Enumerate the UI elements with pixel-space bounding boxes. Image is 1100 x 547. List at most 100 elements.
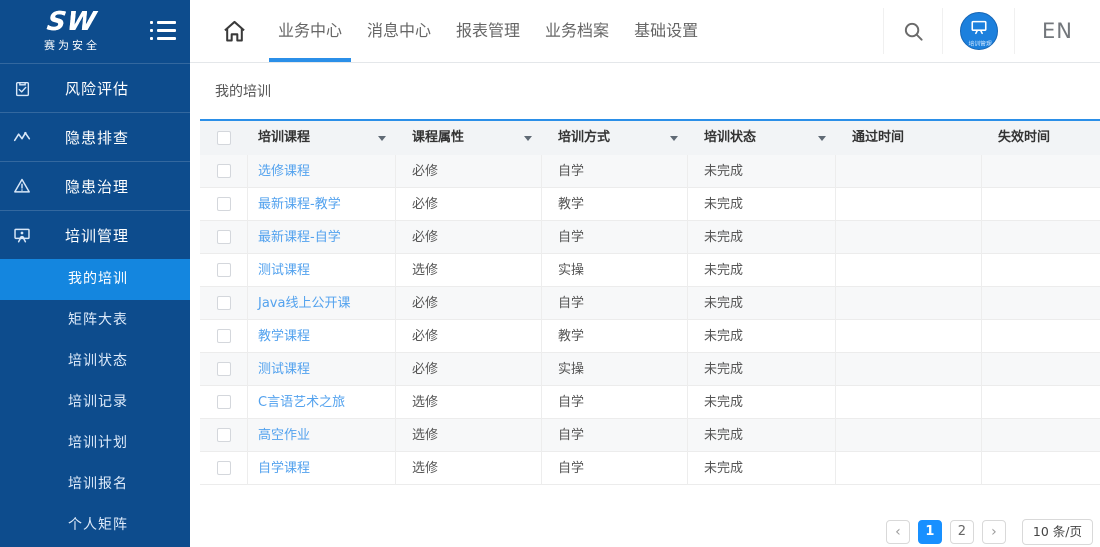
sidebar-subitem-training-status[interactable]: 培训状态 (68, 353, 128, 369)
course-link[interactable]: 最新课程-自学 (258, 229, 341, 245)
cell-expire-time (982, 353, 1100, 386)
sidebar-item-label: 风险评估 (65, 79, 130, 98)
brand-logo[interactable]: SW 赛为安全 (32, 7, 112, 53)
row-checkbox[interactable] (216, 461, 231, 475)
cell-status: 未完成 (688, 352, 836, 386)
column-header-status: 培训状态 (688, 121, 836, 155)
cell-expire-time (982, 386, 1100, 419)
user-avatar[interactable]: 培训管理 (959, 12, 998, 50)
cell-status: 未完成 (688, 385, 836, 419)
row-checkbox-cell (200, 187, 248, 221)
course-link[interactable]: 选修课程 (258, 163, 311, 179)
page-button-2[interactable]: 2 (949, 520, 974, 544)
page-size-select[interactable]: 10 条/页 (1021, 519, 1093, 545)
sidebar-subitem-training-records[interactable]: 培训记录 (68, 394, 128, 410)
sidebar-item-hazard-governance[interactable]: 隐患治理 (0, 161, 190, 210)
row-checkbox[interactable] (216, 263, 231, 277)
cell-pass-time (836, 286, 982, 320)
row-checkbox[interactable] (216, 230, 231, 244)
course-link[interactable]: 教学课程 (258, 328, 311, 344)
row-checkbox[interactable] (216, 296, 231, 310)
cell-attribute: 选修 (396, 253, 542, 287)
sidebar-item-risk-assessment[interactable]: 风险评估 (0, 63, 190, 112)
nav-basic-settings[interactable]: 基础设置 (634, 21, 699, 40)
sidebar-subitem-matrix-table[interactable]: 矩阵大表 (68, 312, 128, 328)
cell-pass-time (836, 319, 982, 353)
cell-attribute: 选修 (396, 385, 542, 419)
cell-method: 自学 (542, 451, 688, 485)
cell-method: 实操 (542, 352, 688, 386)
sidebar-item-label: 隐患治理 (65, 177, 130, 196)
cell-attribute: 必修 (396, 352, 542, 386)
sidebar-subitem-training-signup[interactable]: 培训报名 (68, 476, 128, 492)
column-header-label: 通过时间 (852, 130, 905, 145)
row-checkbox-cell (200, 418, 248, 452)
course-link[interactable]: Java线上公开课 (258, 295, 351, 311)
course-link[interactable]: C言语艺术之旅 (258, 394, 346, 410)
home-icon (224, 20, 245, 42)
page-tab-my-training[interactable]: 我的培训 (215, 84, 271, 100)
course-link[interactable]: 最新课程-教学 (258, 196, 341, 212)
cell-expire-time (982, 254, 1100, 287)
cell-method: 教学 (542, 319, 688, 353)
sidebar-subitem-personal-matrix[interactable]: 个人矩阵 (68, 517, 128, 533)
nav-message-center[interactable]: 消息中心 (367, 21, 432, 40)
select-all-checkbox[interactable] (217, 131, 231, 145)
cell-expire-time (982, 320, 1100, 353)
row-checkbox[interactable] (216, 395, 231, 409)
sidebar-item-training-management[interactable]: 培训管理 (0, 210, 190, 259)
topbar: 业务中心 消息中心 报表管理 业务档案 基础设置 (190, 0, 1100, 63)
row-checkbox-cell (200, 154, 248, 188)
nav-report-management[interactable]: 报表管理 (456, 21, 521, 40)
row-checkbox[interactable] (216, 362, 231, 376)
column-header-pass-time: 通过时间 (836, 121, 982, 155)
home-button[interactable] (221, 16, 249, 46)
row-checkbox[interactable] (216, 197, 231, 211)
cell-method: 实操 (542, 253, 688, 287)
next-page-button[interactable]: › (981, 520, 1006, 544)
table-row: 高空作业 选修 自学 未完成 (200, 418, 1100, 452)
course-link[interactable]: 高空作业 (258, 427, 311, 443)
nav-business-archives[interactable]: 业务档案 (545, 21, 610, 40)
column-header-expire-time: 失效时间 (982, 121, 1100, 155)
row-checkbox-cell (200, 319, 248, 353)
sidebar-item-hazard-inspection[interactable]: 隐患排查 (0, 112, 190, 161)
cell-course: 测试课程 (248, 352, 396, 386)
course-link[interactable]: 测试课程 (258, 262, 311, 278)
row-checkbox[interactable] (216, 164, 231, 178)
row-checkbox[interactable] (216, 428, 231, 442)
sidebar-subitem-training-plan[interactable]: 培训计划 (68, 435, 128, 451)
sort-caret-icon[interactable] (818, 136, 826, 141)
sort-caret-icon[interactable] (670, 136, 678, 141)
sidebar: SW 赛为安全 风险评估 隐患排查 (0, 0, 190, 547)
prev-page-button[interactable]: ‹ (885, 520, 910, 544)
row-checkbox[interactable] (216, 329, 231, 343)
column-header-course: 培训课程 (248, 121, 396, 155)
cell-pass-time (836, 418, 982, 452)
cell-pass-time (836, 451, 982, 485)
sort-caret-icon[interactable] (524, 136, 532, 141)
row-checkbox-cell (200, 220, 248, 254)
cell-method: 教学 (542, 187, 688, 221)
search-button[interactable] (884, 20, 942, 43)
column-header-label: 培训课程 (258, 130, 311, 145)
cell-status: 未完成 (688, 319, 836, 353)
sort-caret-icon[interactable] (378, 136, 386, 141)
cell-pass-time (836, 253, 982, 287)
brand-logo-mark: SW (32, 7, 112, 37)
cell-method: 自学 (542, 154, 688, 188)
course-link[interactable]: 测试课程 (258, 361, 311, 377)
cell-attribute: 必修 (396, 187, 542, 221)
sidebar-subitem-my-training[interactable]: 我的培训 (0, 259, 190, 300)
page-button-1[interactable]: 1 (917, 520, 942, 544)
table-row: 选修课程 必修 自学 未完成 (200, 154, 1100, 188)
collapse-menu-icon[interactable] (150, 21, 176, 40)
cell-pass-time (836, 154, 982, 188)
course-link[interactable]: 自学课程 (258, 460, 311, 476)
presentation-icon (970, 20, 987, 35)
cell-attribute: 必修 (396, 154, 542, 188)
nav-business-center[interactable]: 业务中心 (268, 0, 352, 62)
top-nav: 业务中心 消息中心 报表管理 业务档案 基础设置 (268, 0, 723, 62)
column-header-label: 培训状态 (704, 130, 757, 145)
language-switch[interactable]: EN (1042, 19, 1073, 43)
